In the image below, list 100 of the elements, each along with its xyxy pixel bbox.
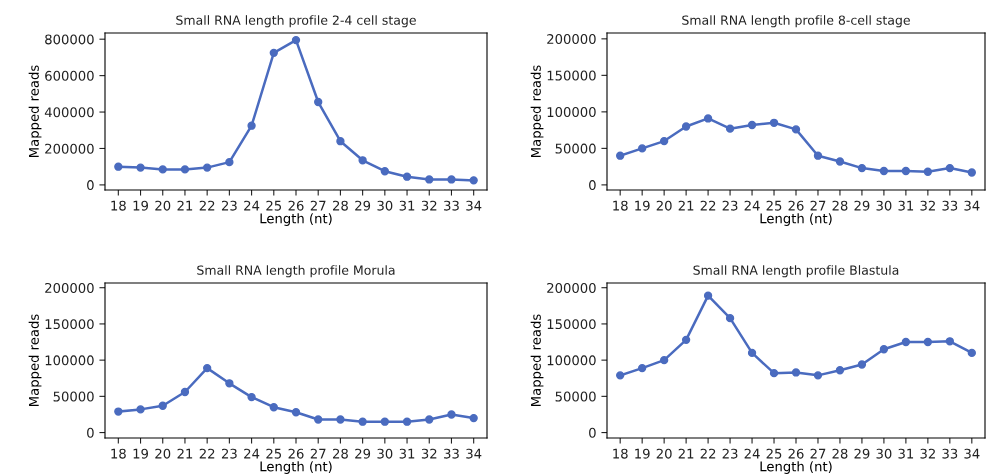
y-tick-label: 0 (589, 427, 596, 438)
x-tick-label: 22 (199, 448, 215, 459)
x-tick-label: 22 (199, 200, 215, 211)
point (336, 415, 345, 424)
point (269, 48, 278, 58)
point (358, 156, 367, 165)
point (291, 408, 301, 417)
point (769, 369, 779, 378)
y-axis-title: Mapped reads (530, 314, 544, 406)
point (769, 118, 779, 127)
point (945, 163, 955, 173)
point (469, 176, 478, 185)
x-tick-label: 21 (177, 448, 193, 459)
x-tick-label: 28 (832, 200, 848, 211)
y-tick-label: 50000 (555, 143, 596, 154)
x-tick-label: 31 (898, 200, 914, 211)
point (967, 168, 976, 177)
x-tick-label: 22 (700, 448, 716, 459)
y-tick-label: 150000 (547, 319, 596, 330)
x-tick-label: 32 (920, 200, 935, 211)
point (225, 379, 234, 388)
point (158, 401, 167, 410)
point (901, 166, 911, 176)
point (158, 165, 167, 174)
point (879, 166, 889, 176)
x-tick-label: 18 (111, 448, 126, 459)
x-tick-label: 31 (399, 200, 415, 211)
x-tick-label: 20 (155, 200, 171, 211)
x-tick-label: 24 (744, 448, 760, 459)
chart-title: Small RNA length profile Morula (197, 265, 395, 278)
x-tick-label: 26 (788, 448, 804, 459)
x-tick-label: 27 (310, 448, 326, 459)
point (901, 337, 911, 347)
point (202, 163, 212, 172)
x-tick-label: 31 (399, 448, 415, 459)
y-tick-label: 150000 (547, 70, 596, 81)
point (835, 366, 845, 375)
x-tick-label: 20 (155, 448, 171, 459)
x-tick-label: 23 (722, 448, 738, 459)
point (447, 175, 456, 184)
x-tick-label: 26 (288, 200, 304, 211)
y-tick-label: 100000 (547, 355, 596, 366)
x-tick-label: 34 (964, 200, 980, 211)
point (425, 415, 434, 424)
x-tick-label: 18 (613, 200, 628, 211)
point (358, 417, 367, 426)
x-tick-label: 29 (355, 448, 371, 459)
y-tick-label: 200000 (547, 34, 596, 45)
x-tick-label: 33 (942, 448, 958, 459)
y-tick-label: 0 (87, 427, 94, 438)
point (945, 337, 955, 346)
x-tick-label: 29 (854, 448, 870, 459)
point (857, 360, 867, 369)
point (402, 172, 412, 181)
point (725, 313, 735, 323)
x-tick-label: 21 (678, 448, 694, 459)
x-tick-label: 24 (244, 448, 260, 459)
x-tick-label: 21 (678, 200, 694, 211)
x-tick-label: 34 (466, 200, 482, 211)
y-tick-label: 150000 (45, 319, 94, 330)
point (469, 413, 478, 423)
x-tick-label: 30 (876, 200, 892, 211)
y-tick-label: 50000 (555, 391, 596, 402)
x-tick-label: 19 (635, 200, 650, 211)
x-tick-label: 33 (444, 200, 459, 211)
x-tick-label: 26 (288, 448, 304, 459)
x-tick-label: 31 (898, 448, 914, 459)
point (681, 122, 691, 131)
point (813, 151, 823, 160)
x-tick-label: 29 (854, 200, 870, 211)
point (180, 165, 190, 174)
point (747, 120, 757, 130)
chart-title: Small RNA length profile 2-4 cell stage (176, 15, 416, 28)
y-tick-label: 800000 (45, 34, 94, 45)
point (725, 124, 735, 133)
x-tick-label: 21 (177, 200, 193, 211)
x-axis-title: Length (nt) (260, 461, 332, 474)
point (616, 151, 625, 160)
point (703, 291, 713, 300)
point (879, 345, 889, 354)
x-tick-label: 23 (221, 200, 237, 211)
point (136, 163, 145, 172)
y-axis-title: Mapped reads (28, 314, 42, 406)
point (314, 97, 323, 107)
point (791, 125, 801, 134)
x-tick-label: 33 (942, 200, 958, 211)
x-tick-label: 32 (421, 448, 437, 459)
point (202, 363, 212, 373)
point (813, 371, 823, 380)
x-tick-label: 28 (332, 200, 348, 211)
x-tick-label: 29 (355, 200, 371, 211)
x-tick-label: 20 (656, 200, 672, 211)
chart-title: Small RNA length profile Blastula (693, 265, 899, 278)
x-tick-label: 26 (788, 200, 804, 211)
x-tick-label: 23 (221, 448, 237, 459)
x-tick-label: 30 (377, 448, 393, 459)
point (114, 407, 123, 416)
point (703, 114, 713, 123)
x-tick-label: 25 (766, 200, 782, 211)
point (425, 175, 434, 184)
